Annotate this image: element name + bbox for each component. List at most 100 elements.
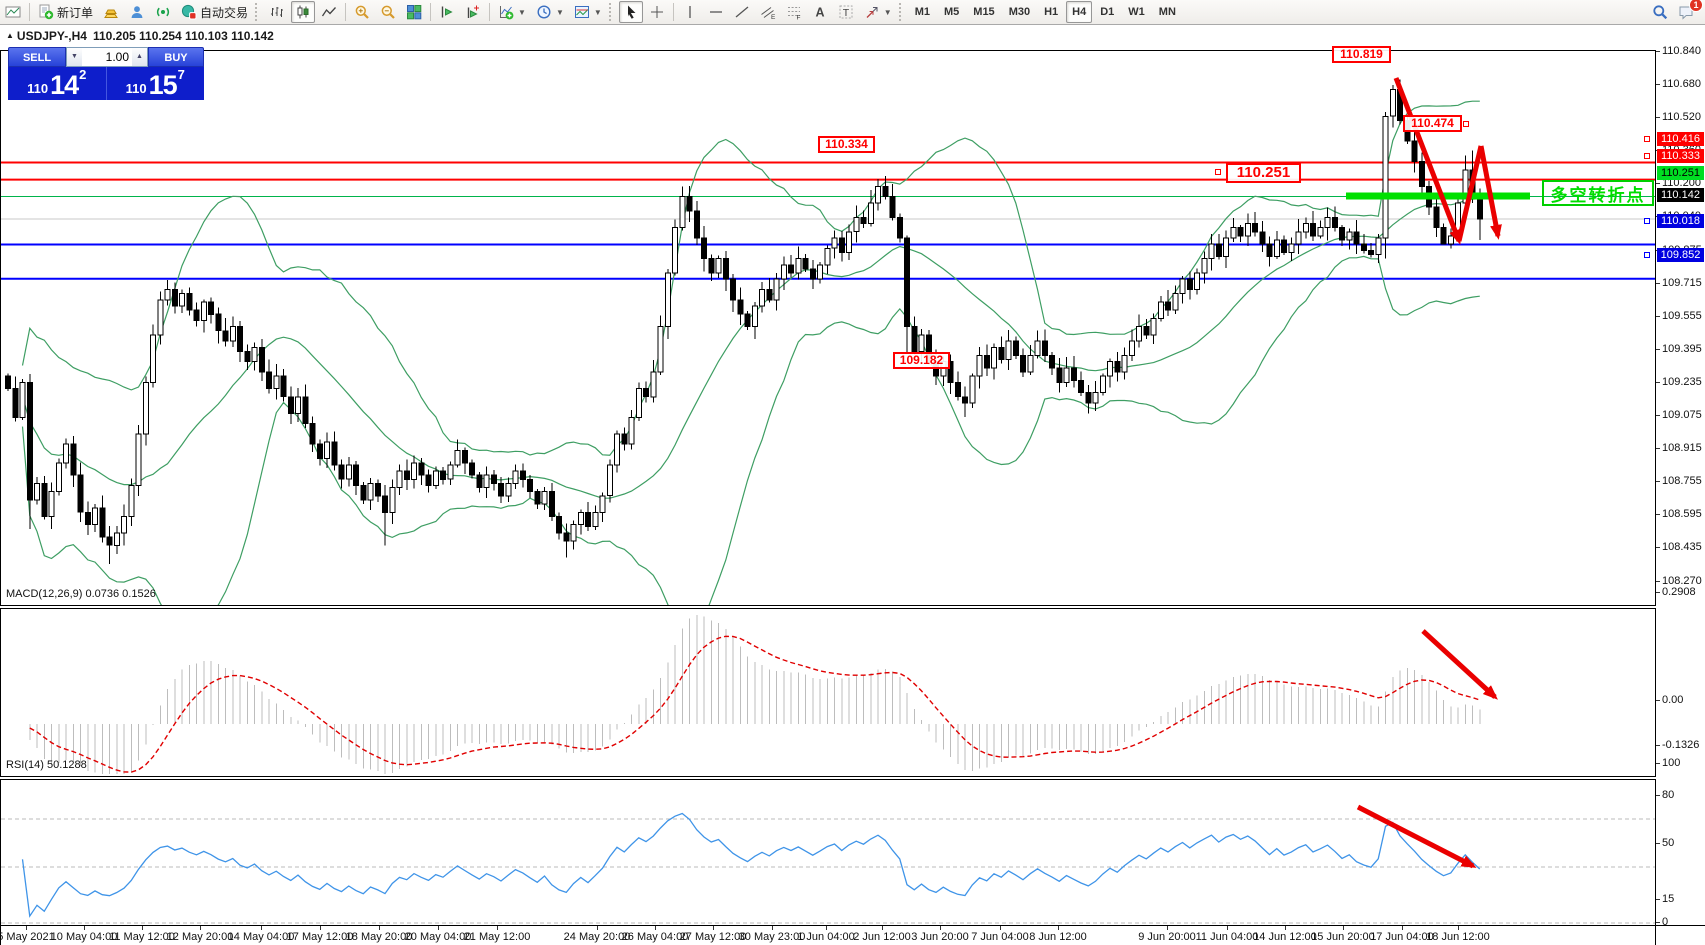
- price-annotation-label[interactable]: 110.251: [1226, 163, 1301, 183]
- toolbar-grip[interactable]: [255, 3, 262, 21]
- macd-label: MACD(12,26,9) 0.0736 0.1526: [6, 588, 156, 600]
- line-handle[interactable]: [1644, 217, 1650, 224]
- time-tick: [438, 926, 439, 930]
- cursor-button[interactable]: [618, 1, 643, 23]
- price-tick-label: 109.235: [1656, 376, 1702, 388]
- volume-up-button[interactable]: ▲: [132, 48, 147, 66]
- crosshair-button[interactable]: [645, 1, 669, 23]
- vertical-line-button[interactable]: [678, 1, 702, 23]
- timeframe-mn-button[interactable]: MN: [1158, 6, 1176, 18]
- dropdown-arrow-icon[interactable]: ▼: [883, 7, 892, 17]
- price-chart[interactable]: [0, 50, 1656, 606]
- dropdown-arrow-icon[interactable]: ▼: [518, 7, 526, 17]
- time-tick: [1000, 926, 1001, 930]
- price-tick-label: 108.915: [1656, 442, 1702, 454]
- timeframe-m15-button[interactable]: M15: [973, 6, 995, 18]
- rsi-panel[interactable]: [0, 779, 1656, 945]
- signals-button[interactable]: [151, 1, 175, 23]
- price-annotation-label[interactable]: 110.474: [1403, 115, 1462, 132]
- add-indicator-button[interactable]: ▼: [494, 1, 530, 23]
- timeframe-h4-button[interactable]: H4: [1066, 1, 1093, 23]
- sell-price[interactable]: 110 14 2: [8, 67, 107, 100]
- timeframe-h1-button[interactable]: H1: [1044, 6, 1059, 18]
- timeframe-m5-button[interactable]: M5: [944, 6, 960, 18]
- symbol-ohlc-values: 110.205 110.254 110.103 110.142: [92, 29, 274, 43]
- line-handle[interactable]: [1644, 135, 1650, 142]
- time-scale[interactable]: 5 May 2021 10 May 04:00 11 May 12:00 12 May…: [0, 925, 1705, 945]
- volume-down-button[interactable]: ▼: [67, 48, 82, 66]
- bar-chart-button[interactable]: [265, 1, 289, 23]
- price-tick-label: 109.395: [1656, 343, 1702, 355]
- svg-text:E: E: [771, 14, 776, 20]
- timeframe-m1-button[interactable]: M1: [914, 6, 930, 18]
- candlestick-button[interactable]: [291, 1, 316, 23]
- annotation-handle[interactable]: [1463, 121, 1469, 127]
- price-level-box: 110.333: [1657, 148, 1704, 163]
- periods-button[interactable]: ▼: [532, 1, 568, 23]
- time-label: 14 Jun 12:00: [1253, 931, 1317, 943]
- trendline-button[interactable]: [730, 1, 754, 23]
- gold-button[interactable]: [99, 1, 123, 23]
- annotation-arrow: [1456, 145, 1484, 242]
- time-label: 8 Jun 12:00: [1029, 931, 1087, 943]
- buy-price-sup: 7: [177, 67, 185, 82]
- macd-panel[interactable]: [0, 608, 1656, 777]
- price-annotation-label[interactable]: 110.819: [1332, 46, 1391, 63]
- line-handle[interactable]: [1644, 251, 1650, 258]
- time-label: 1 Jun 04:00: [797, 931, 855, 943]
- turning-point-note[interactable]: 多空转折点: [1542, 180, 1654, 206]
- toolbar-separator: [430, 3, 432, 21]
- rsi-tick-label: 0: [1655, 916, 1669, 928]
- toolbar-grip[interactable]: [898, 3, 906, 21]
- equidistant-channel-button[interactable]: E: [756, 1, 780, 23]
- time-label: 5 May 2021: [0, 931, 55, 943]
- arrows-shapes-button[interactable]: ▼: [860, 1, 896, 23]
- buy-button[interactable]: BUY: [148, 47, 204, 67]
- sell-price-small: 110: [27, 81, 49, 96]
- time-tick: [1402, 926, 1403, 930]
- price-tick-label: 108.270: [1656, 575, 1702, 588]
- price-tick-label: 110.840: [1656, 45, 1701, 57]
- line-handle[interactable]: [1644, 152, 1650, 159]
- toolbar-grip[interactable]: [608, 3, 616, 21]
- price-annotation-label[interactable]: 110.334: [818, 136, 875, 153]
- new-order-button[interactable]: 新订单: [34, 1, 97, 23]
- chart-window-icon[interactable]: [1, 1, 25, 23]
- price-tick-label: 108.435: [1656, 541, 1702, 553]
- price-tick-label: 109.555: [1656, 310, 1702, 322]
- zoom-in-button[interactable]: [350, 1, 374, 23]
- chart-end-button[interactable]: [461, 1, 485, 23]
- community-button[interactable]: [125, 1, 149, 23]
- annotation-handle[interactable]: [1215, 169, 1221, 175]
- green-support-segment: [1346, 192, 1530, 200]
- search-button[interactable]: [1648, 1, 1672, 23]
- time-label: 15 Jun 20:00: [1311, 931, 1375, 943]
- timeframe-m30-button[interactable]: M30: [1008, 6, 1031, 18]
- timeframe-d1-button[interactable]: D1: [1100, 6, 1115, 18]
- horizontal-line-button[interactable]: [704, 1, 728, 23]
- time-label: 17 Jun 04:00: [1370, 931, 1434, 943]
- chat-button[interactable]: 1: [1674, 0, 1703, 23]
- collapse-icon[interactable]: ▲: [6, 31, 14, 40]
- zoom-out-button[interactable]: [376, 1, 400, 23]
- price-scale[interactable]: 110.840110.680110.520110.360110.200110.0…: [1655, 24, 1705, 945]
- timeframe-w1-button[interactable]: W1: [1128, 6, 1145, 18]
- price-annotation-label[interactable]: 109.182: [893, 352, 950, 369]
- text-label-button[interactable]: T: [834, 1, 858, 23]
- volume-input[interactable]: [82, 48, 132, 66]
- sell-button[interactable]: SELL: [8, 47, 66, 67]
- rsi-label: RSI(14) 50.1288: [6, 759, 87, 771]
- fibonacci-button[interactable]: F: [782, 1, 806, 23]
- macd-histogram: [29, 615, 1481, 774]
- tile-windows-button[interactable]: [402, 1, 426, 23]
- text-button[interactable]: A: [808, 1, 832, 23]
- autotrading-button[interactable]: 自动交易: [177, 1, 252, 23]
- time-label: 18 Jun 12:00: [1426, 931, 1490, 943]
- buy-price[interactable]: 110 15 7: [106, 67, 204, 100]
- dropdown-arrow-icon[interactable]: ▼: [555, 7, 564, 17]
- line-chart-button[interactable]: [317, 1, 341, 23]
- templates-button[interactable]: ▼: [570, 1, 606, 23]
- chart-forward-button[interactable]: [435, 1, 459, 23]
- dropdown-arrow-icon[interactable]: ▼: [593, 7, 602, 17]
